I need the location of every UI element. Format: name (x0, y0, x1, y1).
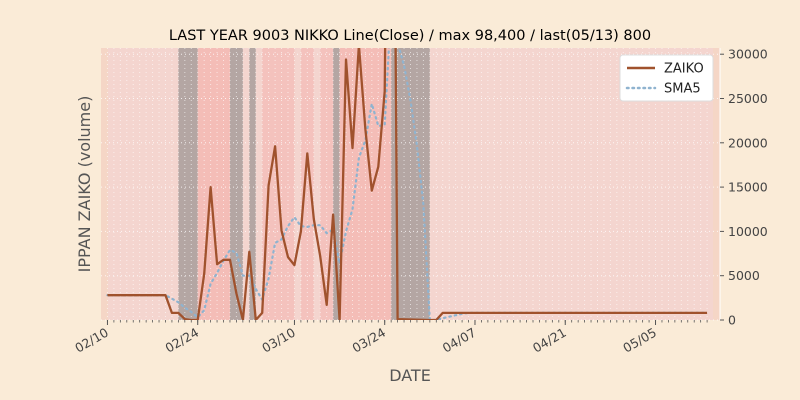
x-axis-label: DATE (389, 366, 431, 385)
y-axis: 0 5000 10000 15000 20000 25000 30000 (719, 47, 768, 328)
y-tick-label: 15000 (728, 180, 768, 195)
shaded-period-0 (178, 48, 198, 320)
y-tick-label: 0 (728, 313, 736, 328)
y-tick-label: 25000 (728, 91, 768, 106)
grid (101, 48, 720, 321)
y-axis-label: IPPAN ZAIKO (volume) (75, 96, 94, 273)
series-lines (106, 48, 709, 320)
legend-box (619, 54, 714, 102)
plot-area (101, 48, 720, 321)
y-tick-label: 20000 (728, 135, 768, 150)
y-tick-label: 5000 (728, 268, 760, 283)
chart-title: LAST YEAR 9003 NIKKO Line(Close) / max 9… (169, 28, 651, 44)
series-line-zaiko (107, 48, 708, 320)
shaded-period-3 (333, 48, 340, 320)
legend-label-sma5: SMA5 (664, 82, 701, 97)
legend: ZAIKO SMA5 (619, 54, 714, 102)
y-tick-label: 30000 (728, 47, 768, 62)
shaded-period-2 (249, 48, 256, 320)
legend-label-zaiko: ZAIKO (664, 62, 704, 77)
y-tick-label: 10000 (728, 224, 768, 239)
